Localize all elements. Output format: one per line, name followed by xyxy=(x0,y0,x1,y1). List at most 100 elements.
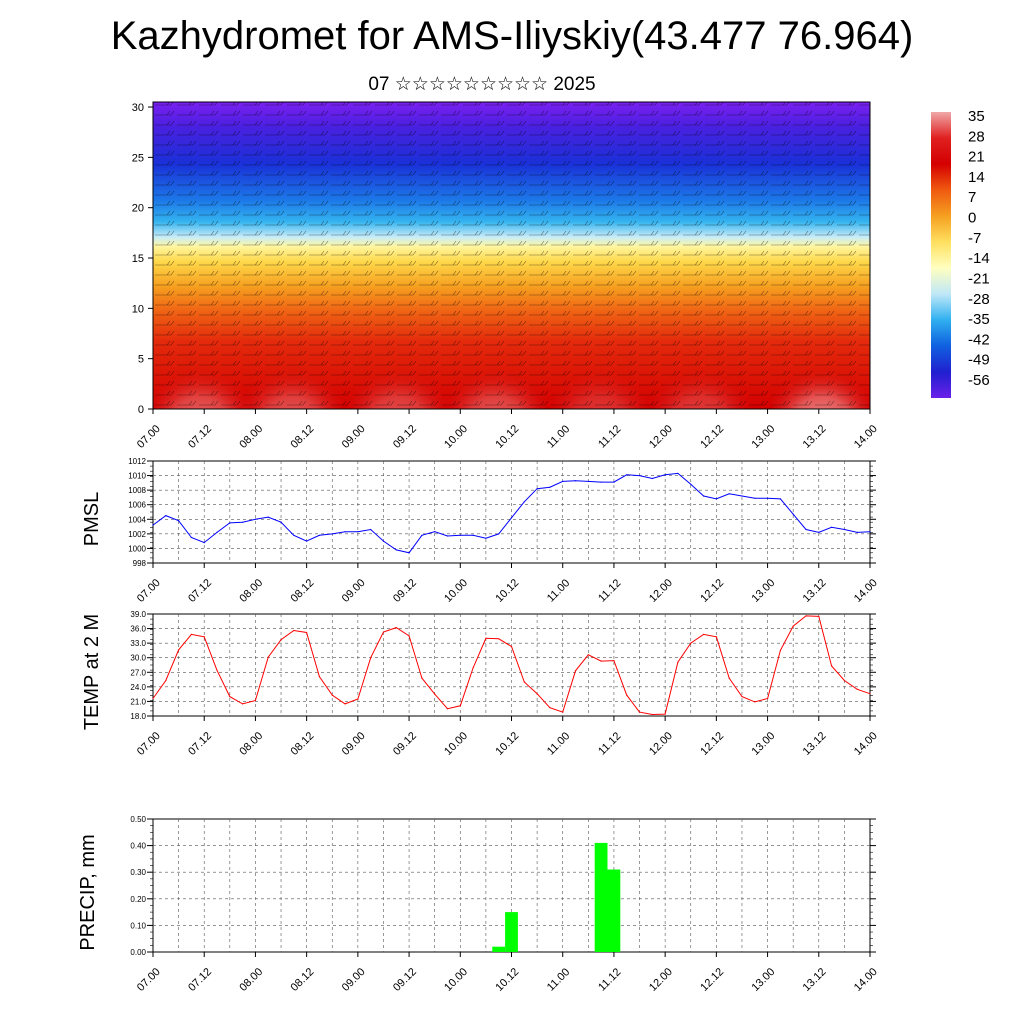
heatmap-xtick-label: 12.12 xyxy=(698,423,726,451)
pmsl-point xyxy=(280,521,282,523)
temp-point xyxy=(485,637,487,639)
pmsl-xtick-label: 13.12 xyxy=(801,577,829,605)
temp-xtick-label: 09.00 xyxy=(340,730,368,758)
colorbar-label: 28 xyxy=(968,128,985,145)
temp-point xyxy=(178,649,180,651)
temp-point xyxy=(741,696,743,698)
temp-xtick-label: 10.12 xyxy=(493,730,521,758)
precip-ylabel: PRECIP, mm xyxy=(77,834,99,950)
temp-ytick-label: 24.0 xyxy=(130,683,146,692)
chart-title: Kazhydromet for AMS-Iliyskiy(43.477 76.9… xyxy=(110,14,914,58)
temp-ytick-label: 18.0 xyxy=(130,712,146,721)
temp-point xyxy=(767,697,769,700)
pmsl-ylabel: PMSL xyxy=(81,492,103,546)
pmsl-ytick-label: 1010 xyxy=(128,472,146,481)
temp-point xyxy=(562,711,564,713)
cross-section-heatmap: 0 5 10 15 20 25 30 07.00 07.12 08.00 08.12 09.00 09.… xyxy=(132,101,880,451)
pmsl-point xyxy=(831,526,833,528)
heatmap-field xyxy=(153,102,870,409)
temp-point xyxy=(472,667,474,669)
temp-ylabel: TEMP at 2 M xyxy=(81,614,103,730)
precip-xtick-label: 08.12 xyxy=(289,966,317,994)
temp-point xyxy=(613,660,615,662)
temp-point xyxy=(651,713,653,716)
pmsl-point xyxy=(178,520,180,522)
temp-point xyxy=(510,645,513,648)
colorbar-label: -49 xyxy=(968,352,990,369)
pmsl-point xyxy=(510,517,513,519)
pmsl-ytick-label: 1000 xyxy=(128,544,146,553)
pmsl-point xyxy=(856,531,858,534)
heatmap-xtick-label: 10.00 xyxy=(442,423,470,451)
pmsl-ytick-label: 1004 xyxy=(128,515,146,524)
pmsl-point xyxy=(587,480,589,482)
heatmap-xtick-label: 08.12 xyxy=(289,423,317,451)
precip-ytick-label: 0.50 xyxy=(130,815,146,824)
heatmap-xtick-label: 13.12 xyxy=(801,423,829,451)
temp-point xyxy=(869,693,871,695)
pmsl-point xyxy=(370,528,372,531)
heatmap-ytick-label: 5 xyxy=(138,354,144,366)
temp-point xyxy=(357,698,359,700)
pmsl-point xyxy=(382,540,385,542)
precip-ytick-label: 0.30 xyxy=(130,868,146,877)
temp-point xyxy=(498,638,500,640)
pmsl-point xyxy=(331,533,333,535)
temp-point xyxy=(318,676,320,678)
pmsl-point xyxy=(523,501,525,503)
temp-point xyxy=(638,711,641,713)
pmsl-point xyxy=(626,474,628,476)
pmsl-point xyxy=(664,474,666,476)
pmsl-point xyxy=(229,522,231,524)
temp-point xyxy=(203,636,205,638)
precip-bar xyxy=(607,869,621,952)
precip-xtick-label: 07.12 xyxy=(186,966,214,994)
pmsl-point xyxy=(703,495,705,497)
temp-xtick-label: 11.12 xyxy=(596,730,623,757)
pmsl-point xyxy=(754,497,756,499)
temp-point xyxy=(434,693,436,695)
temp-point xyxy=(831,665,833,667)
pmsl-point xyxy=(638,475,641,477)
pmsl-xtick-label: 13.00 xyxy=(749,577,777,605)
heatmap-xtick-label: 09.12 xyxy=(391,423,419,451)
temp-point xyxy=(446,708,449,710)
colorbar-label: 7 xyxy=(968,189,976,206)
precip-bar xyxy=(594,842,608,952)
pmsl-point xyxy=(562,480,564,482)
pmsl-xtick-label: 07.12 xyxy=(186,577,214,605)
pmsl-point xyxy=(203,542,205,544)
colorbar-label: -56 xyxy=(968,372,990,389)
temp-point xyxy=(792,625,794,627)
colorbar-label: -28 xyxy=(968,291,990,308)
colorbar: 35 28 21 14 7 0 -7 -14 -21 -28 -35 -42 -49 -56 xyxy=(931,108,990,398)
pmsl-point xyxy=(498,533,500,535)
temp-ytick-label: 36.0 xyxy=(130,625,146,634)
temp-xtick-label: 08.12 xyxy=(289,730,317,758)
heatmap-ytick-label: 0 xyxy=(138,404,144,416)
temp-xtick-label: 12.00 xyxy=(647,730,675,758)
temp-point xyxy=(395,627,397,629)
pmsl-xtick-label: 14.00 xyxy=(852,577,880,605)
pmsl-point xyxy=(613,481,615,483)
pmsl-xtick-label: 11.12 xyxy=(596,577,623,604)
temp-point xyxy=(293,629,295,632)
pmsl-ytick-label: 1002 xyxy=(128,530,146,539)
heatmap-xtick-label: 11.12 xyxy=(596,423,623,450)
pmsl-xtick-label: 08.12 xyxy=(289,577,317,605)
precip-ytick-label: 0.40 xyxy=(130,842,146,851)
pmsl-point xyxy=(574,480,577,482)
temp-point xyxy=(280,639,282,641)
pmsl-point xyxy=(421,534,423,536)
colorbar-label: -7 xyxy=(968,230,981,247)
heatmap-ytick-label: 20 xyxy=(132,203,144,215)
colorbar-label: 21 xyxy=(968,149,985,166)
temp-point xyxy=(805,615,807,617)
pmsl-point xyxy=(318,534,320,536)
wind-barbs xyxy=(153,102,870,409)
pmsl-xtick-label: 12.00 xyxy=(647,577,675,605)
colorbar-label: -14 xyxy=(968,250,990,267)
colorbar-label: 35 xyxy=(968,108,985,125)
temp-xtick-label: 13.12 xyxy=(801,730,829,758)
heatmap-xtick-label: 09.00 xyxy=(340,423,368,451)
